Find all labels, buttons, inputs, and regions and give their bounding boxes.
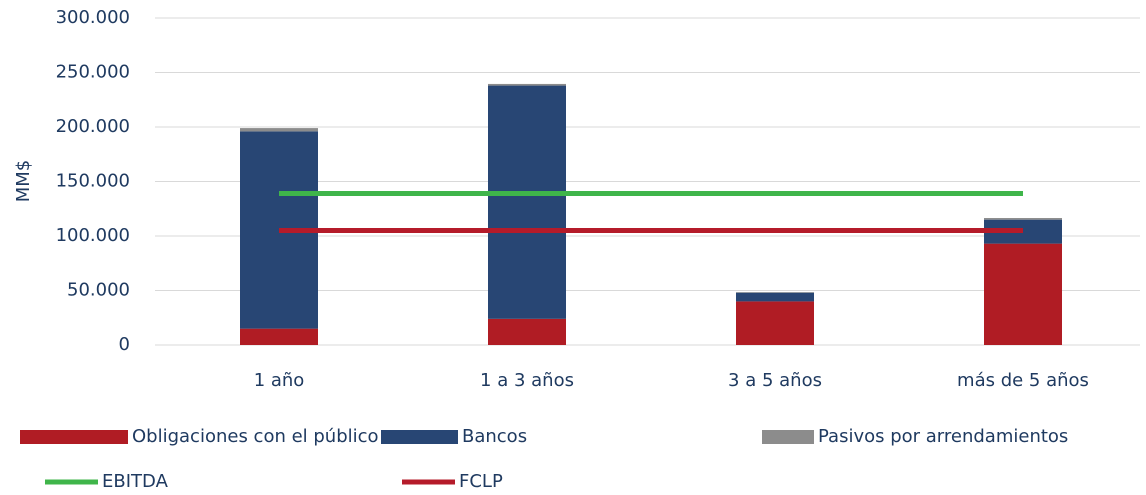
bar-segment: [736, 301, 814, 345]
legend-label: Pasivos por arrendamientos: [818, 426, 1068, 447]
legend-swatch: [20, 430, 128, 444]
bar-segment: [240, 128, 318, 132]
y-tick-label: 150.000: [56, 171, 130, 192]
x-tick-label: más de 5 años: [957, 370, 1089, 391]
bar-segment: [488, 83, 566, 86]
bar-segment: [240, 328, 318, 345]
bar-segment: [984, 243, 1062, 345]
y-tick-label: 50.000: [67, 280, 130, 301]
x-tick-label: 3 a 5 años: [728, 370, 822, 391]
y-axis-label: MM$: [13, 160, 34, 203]
x-tick-label: 1 año: [254, 370, 305, 391]
y-tick-label: 200.000: [56, 116, 130, 137]
y-tick-label: 0: [119, 334, 130, 355]
bar-segment: [984, 218, 1062, 220]
x-tick-label: 1 a 3 años: [480, 370, 574, 391]
legend-label: EBITDA: [102, 471, 169, 492]
bar-segment: [488, 318, 566, 345]
bar-segment: [736, 292, 814, 302]
legend-swatch: [381, 430, 458, 444]
y-tick-label: 100.000: [56, 225, 130, 246]
bar-segment: [736, 292, 814, 293]
legend-label: Obligaciones con el público: [132, 426, 379, 447]
legend-label: FCLP: [459, 471, 503, 492]
legend-swatch: [762, 430, 814, 444]
y-tick-label: 250.000: [56, 62, 130, 83]
legend-label: Bancos: [462, 426, 527, 447]
y-tick-label: 300.000: [56, 7, 130, 28]
bar-segment: [488, 85, 566, 319]
